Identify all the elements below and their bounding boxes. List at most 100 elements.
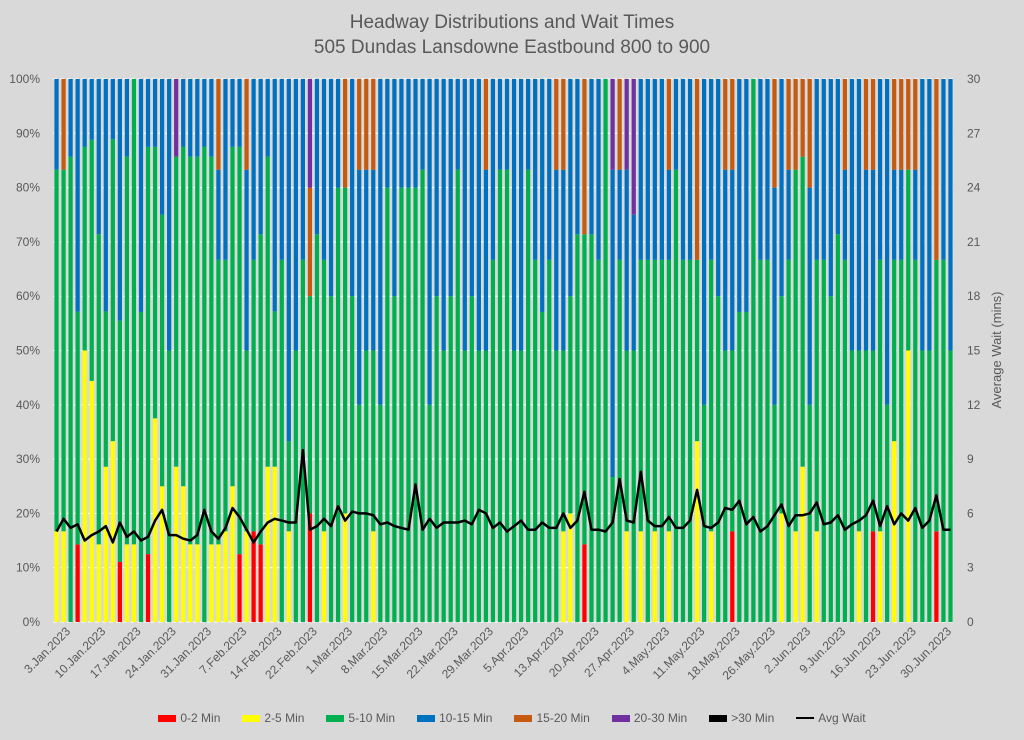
bar-segment-5-10-min	[159, 214, 165, 487]
bar-segment-10-15-min	[758, 79, 763, 260]
bar-segment-10-15-min	[772, 187, 777, 405]
bar-segment-5-10-min	[540, 311, 545, 622]
bar-segment-10-15-min	[786, 169, 791, 260]
bars	[54, 79, 953, 623]
bar-segment-10-15-min	[385, 79, 390, 188]
bar-segment-10-15-min	[167, 79, 172, 351]
bar-segment-10-15-min	[652, 79, 657, 260]
y2-tick-label: 6	[967, 506, 974, 520]
bar-segment-10-15-min	[659, 79, 664, 260]
bar-segment-5-10-min	[659, 259, 664, 622]
bar-segment-15-20-min	[561, 79, 566, 170]
legend-item: >30 Min	[709, 711, 774, 725]
bar-segment-10-15-min	[96, 79, 101, 235]
bar-segment-15-20-min	[786, 79, 791, 170]
bar-segment-2-5-min	[624, 531, 629, 622]
bar-segment-20-30-min	[307, 79, 313, 188]
bar-segment-10-15-min	[138, 79, 144, 312]
bar-segment-5-10-min	[406, 187, 411, 622]
bar-segment-10-15-min	[885, 79, 890, 405]
bar-segment-2-5-min	[793, 531, 798, 622]
y2-tick-label: 18	[967, 289, 981, 303]
bar-segment-10-15-min	[103, 79, 108, 312]
bar-segment-10-15-min	[504, 79, 510, 170]
bar-segment-5-10-min	[603, 79, 608, 622]
bar-segment-5-10-min	[237, 146, 242, 555]
bar-segment-10-15-min	[476, 79, 481, 351]
bar-segment-5-10-min	[652, 259, 657, 532]
bar-segment-2-5-min	[371, 531, 376, 622]
bar-segment-0-2-min	[582, 544, 587, 622]
bar-segment-10-15-min	[483, 169, 489, 351]
bar-segment-5-10-min	[709, 259, 714, 532]
bar-segment-5-10-min	[765, 259, 770, 622]
bar-segment-10-15-min	[279, 79, 284, 260]
bar-segment-5-10-min	[385, 187, 390, 622]
bar-segment-10-15-min	[856, 79, 862, 351]
bar-segment-10-15-min	[89, 79, 94, 140]
bar-segment-2-5-min	[82, 350, 87, 622]
bar-segment-0-2-min	[870, 531, 876, 622]
bar-segment-2-5-min	[181, 486, 186, 622]
bar-segment-5-10-min	[694, 259, 700, 442]
bar-segment-10-15-min	[378, 79, 383, 405]
bar-segment-5-10-min	[920, 350, 925, 622]
bar-segment-10-15-min	[821, 79, 826, 260]
bar-segment-15-20-min	[723, 79, 728, 170]
bar-segment-2-5-min	[652, 531, 657, 622]
bar-segment-10-15-min	[892, 169, 897, 260]
bar-segment-2-5-min	[110, 441, 115, 622]
y2-tick-label: 12	[967, 398, 981, 412]
bar-segment-15-20-min	[582, 79, 587, 235]
bar-segment-2-5-min	[892, 441, 897, 622]
y2-axis-label: Average Wait (mins)	[989, 291, 1004, 408]
bar-segment-10-15-min	[687, 79, 693, 260]
bar-segment-2-5-min	[244, 531, 249, 622]
bar-segment-10-15-min	[610, 169, 615, 478]
bar-segment-5-10-min	[941, 259, 946, 622]
chart-plot: 0% 10% 20% 30% 40% 50% 60% 70% 80% 90% 100% 0 3 6 9 12…	[9, 72, 1004, 683]
bar-segment-10-15-min	[737, 79, 742, 312]
bar-segment-2-5-min	[814, 531, 819, 622]
bar-segment-5-10-min	[343, 187, 348, 514]
bar-segment-10-15-min	[730, 169, 735, 351]
y2-tick-label: 24	[967, 181, 981, 195]
y2-tick-label: 15	[967, 344, 981, 358]
bar-segment-5-10-min	[673, 169, 679, 622]
bar-segment-5-10-min	[737, 311, 742, 622]
bar-segment-10-15-min	[927, 79, 932, 351]
legend-label: 0-2 Min	[180, 711, 221, 725]
bar-segment-10-15-min	[448, 79, 453, 297]
bar-segment-2-5-min	[223, 531, 228, 622]
bar-segment-10-15-min	[561, 169, 566, 351]
y2-tick-label: 0	[967, 615, 974, 629]
legend-swatch	[514, 714, 533, 722]
bar-segment-10-15-min	[526, 79, 531, 170]
bar-segment-15-20-min	[807, 79, 812, 188]
bar-segment-5-10-min	[110, 139, 115, 442]
bar-segment-5-10-min	[631, 350, 636, 622]
bar-segment-5-10-min	[483, 350, 489, 622]
bar-segment-15-20-min	[371, 79, 376, 170]
bar-segment-2-5-min	[906, 350, 911, 622]
bar-segment-5-10-min	[877, 259, 883, 532]
bar-segment-10-15-min	[371, 169, 376, 351]
bar-segment-20-30-min	[624, 79, 629, 170]
bar-segment-15-20-min	[800, 79, 805, 157]
bar-segment-5-10-min	[455, 169, 460, 622]
bar-segment-0-2-min	[145, 554, 151, 622]
bar-segment-15-20-min	[870, 79, 876, 170]
bar-segment-5-10-min	[96, 234, 101, 545]
bar-segment-5-10-min	[420, 169, 425, 622]
bar-segment-10-15-min	[413, 79, 418, 188]
x-axis: 3.Jan.202310.Jan.202317.Jan.202324.Jan.2…	[21, 624, 954, 683]
bar-segment-15-20-min	[899, 79, 904, 170]
bar-segment-5-10-min	[209, 156, 214, 545]
bar-segment-0-2-min	[258, 544, 263, 622]
bar-segment-10-15-min	[814, 79, 819, 260]
bar-segment-5-10-min	[279, 259, 284, 622]
bar-segment-5-10-min	[75, 311, 80, 545]
bar-segment-5-10-min	[195, 156, 200, 545]
bar-segment-10-15-min	[518, 79, 524, 351]
bar-segment-10-15-min	[779, 79, 784, 297]
